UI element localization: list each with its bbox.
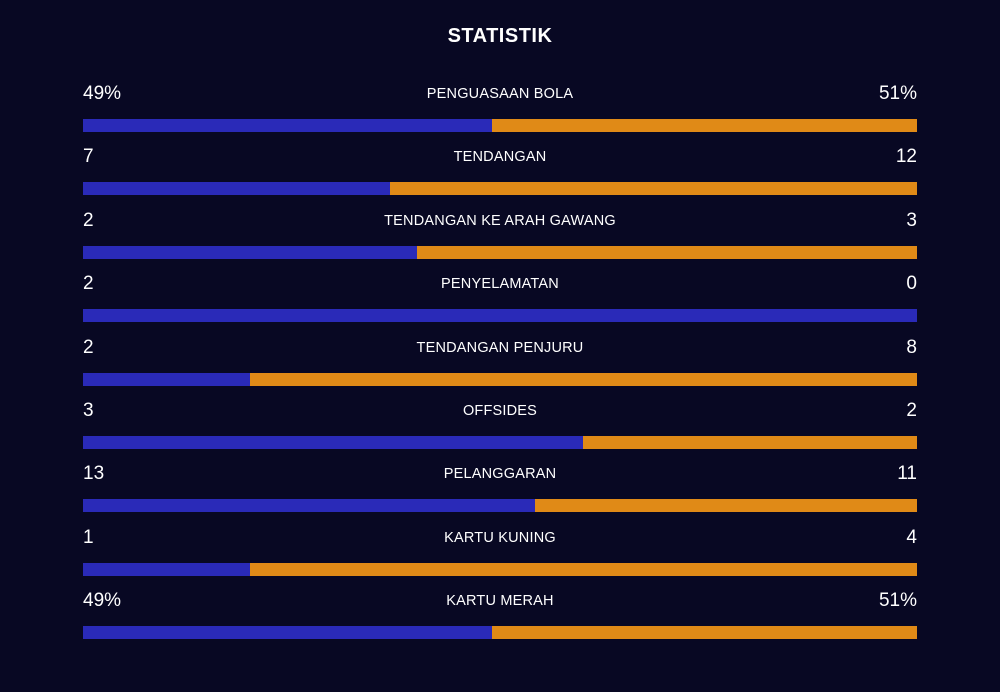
- stat-row-head: 2 TENDANGAN KE ARAH GAWANG 3: [83, 207, 917, 235]
- stat-bar-away: [389, 182, 917, 196]
- stat-row-tendangan-ke-arah-gawang: 2 TENDANGAN KE ARAH GAWANG 3: [83, 207, 917, 270]
- stat-value-home: 3: [83, 399, 94, 421]
- stat-row-head: 49% PENGUASAAN BOLA 51%: [83, 80, 917, 108]
- stat-value-home: 2: [83, 273, 94, 295]
- stat-value-away: 12: [895, 146, 917, 168]
- stat-value-away: 4: [906, 526, 917, 548]
- stat-bar-away: [535, 499, 917, 513]
- stat-bar: [83, 562, 917, 576]
- stat-row-pelanggaran: 13 PELANGGARAN 11: [83, 460, 917, 523]
- stat-value-away: 2: [906, 399, 917, 421]
- stat-row-head: 1 KARTU KUNING 4: [83, 524, 917, 552]
- stat-label: PENYELAMATAN: [441, 276, 559, 293]
- stat-bar-away: [491, 119, 917, 132]
- stat-label: PELANGGARAN: [443, 466, 557, 483]
- stat-bar: [83, 182, 917, 196]
- stat-bar-home: [83, 245, 417, 259]
- stat-value-away: 51%: [878, 83, 917, 104]
- stat-bar-away: [249, 372, 917, 386]
- stat-row-tendangan-penjuru: 2 TENDANGAN PENJURU 8: [83, 334, 917, 397]
- stats-list: 49% PENGUASAAN BOLA 51% 7 TENDANGAN 12 2…: [83, 80, 917, 651]
- stat-bar: [83, 626, 917, 640]
- stat-bar-home: [83, 309, 917, 323]
- stat-value-away: 11: [897, 463, 917, 485]
- stat-bar: [83, 499, 917, 513]
- stat-bar-home: [83, 499, 536, 513]
- stat-value-home: 2: [83, 209, 94, 231]
- stat-row-head: 7 TENDANGAN 12: [83, 143, 917, 171]
- stat-row-kartu-merah: 49% KARTU MERAH 51%: [83, 587, 917, 650]
- stat-value-home: 7: [83, 146, 94, 168]
- stat-label: PENGUASAAN BOLA: [426, 86, 574, 102]
- stat-bar: [83, 245, 917, 259]
- stat-bar-home: [83, 626, 492, 640]
- stat-bar-home: [83, 119, 492, 132]
- stat-bar-away: [416, 245, 917, 259]
- stat-bar-home: [83, 182, 390, 196]
- stat-label: TENDANGAN KE ARAH GAWANG: [384, 212, 616, 229]
- stat-value-home: 2: [83, 336, 94, 358]
- stat-row-penyelamatan: 2 PENYELAMATAN 0: [83, 270, 917, 333]
- stat-bar: [83, 309, 917, 323]
- stat-value-home: 49%: [83, 83, 122, 104]
- stat-value-away: 51%: [878, 590, 917, 612]
- stat-bar-home: [83, 372, 250, 386]
- stat-row-penguasaan-bola: 49% PENGUASAAN BOLA 51%: [83, 80, 917, 143]
- stat-row-head: 2 TENDANGAN PENJURU 8: [83, 334, 917, 362]
- stat-row-head: 13 PELANGGARAN 11: [83, 460, 917, 488]
- stat-value-away: 0: [906, 273, 917, 295]
- stat-label: KARTU MERAH: [446, 593, 554, 610]
- stat-label: KARTU KUNING: [444, 529, 556, 546]
- stat-label: TENDANGAN PENJURU: [416, 339, 584, 356]
- stat-bar-away: [249, 562, 917, 576]
- stat-bar: [83, 119, 917, 132]
- page-title: STATISTIK: [447, 25, 553, 47]
- stat-row-head: 49% KARTU MERAH 51%: [83, 587, 917, 615]
- stat-bar-home: [83, 435, 584, 449]
- stat-value-away: 3: [906, 209, 917, 231]
- stat-value-home: 13: [83, 463, 105, 485]
- stat-row-offsides: 3 OFFSIDES 2: [83, 397, 917, 460]
- stat-bar: [83, 435, 917, 449]
- stat-bar-home: [83, 562, 250, 576]
- stat-bar-away: [583, 435, 917, 449]
- stat-label: OFFSIDES: [462, 402, 538, 419]
- stat-row-head: 2 PENYELAMATAN 0: [83, 270, 917, 298]
- stat-value-home: 1: [83, 526, 94, 548]
- stat-row-head: 3 OFFSIDES 2: [83, 397, 917, 425]
- stat-bar-away: [491, 626, 917, 640]
- stat-row-kartu-kuning: 1 KARTU KUNING 4: [83, 524, 917, 587]
- stat-value-away: 8: [906, 336, 917, 358]
- stat-bar: [83, 372, 917, 386]
- stat-label: TENDANGAN: [453, 149, 547, 166]
- stat-value-home: 49%: [83, 590, 122, 612]
- stat-row-tendangan: 7 TENDANGAN 12: [83, 143, 917, 206]
